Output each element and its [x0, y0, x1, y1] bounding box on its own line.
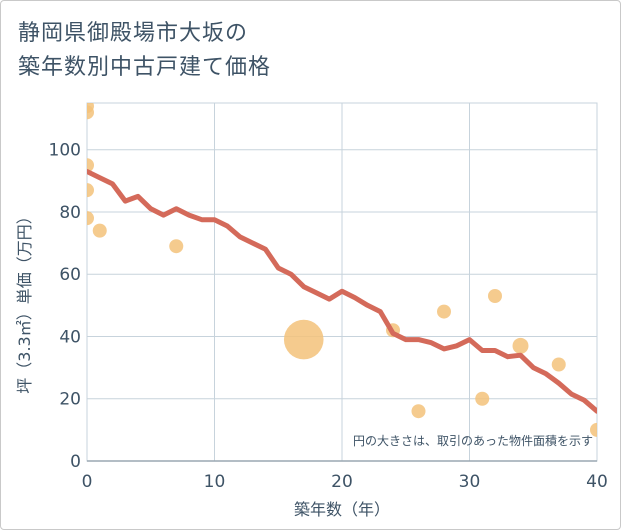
data-bubble	[551, 357, 566, 372]
y-tick-label: 20	[59, 390, 81, 410]
x-axis-label: 築年数（年）	[294, 500, 390, 519]
y-tick-labels: 0 20 40 60 80 100	[49, 141, 81, 472]
data-bubble	[87, 183, 94, 198]
y-tick-label: 80	[59, 203, 81, 223]
x-tick-labels: 0 10 20 30 40	[82, 472, 608, 492]
y-tick-label: 60	[59, 265, 81, 285]
x-tick-label: 20	[331, 472, 353, 492]
data-bubble	[169, 239, 184, 254]
y-tick-label: 0	[70, 452, 81, 472]
data-bubble	[87, 158, 94, 173]
data-bubble	[87, 211, 94, 226]
bubble-layer	[87, 103, 597, 437]
data-bubble	[411, 404, 426, 419]
x-tick-label: 40	[586, 472, 608, 492]
data-bubble	[475, 391, 490, 406]
data-bubble	[512, 337, 529, 354]
y-tick-label: 40	[59, 327, 81, 347]
data-bubble	[87, 105, 94, 120]
data-bubble	[92, 223, 107, 238]
trend-layer	[87, 169, 597, 414]
chart-title: 静岡県御殿場市大坂の 築年数別中古戸建て価格	[18, 17, 271, 85]
grid-lines	[86, 102, 598, 462]
chart-title-line1: 静岡県御殿場市大坂の	[18, 21, 249, 46]
data-bubble	[488, 289, 502, 304]
y-axis-label: 坪（3.3㎡）単価（万円）	[15, 208, 34, 393]
x-tick-label: 10	[204, 472, 226, 492]
x-tick-label: 0	[82, 472, 93, 492]
data-bubble	[437, 304, 451, 319]
data-bubble	[283, 319, 324, 360]
data-bubble	[590, 422, 597, 437]
y-tick-label: 100	[49, 141, 81, 161]
chart-title-line2: 築年数別中古戸建て価格	[18, 55, 272, 80]
average-price-line	[87, 169, 597, 414]
size-annotation: 円の大きさは、取引のあった物件面積を示す	[353, 433, 593, 448]
x-tick-label: 30	[459, 472, 481, 492]
